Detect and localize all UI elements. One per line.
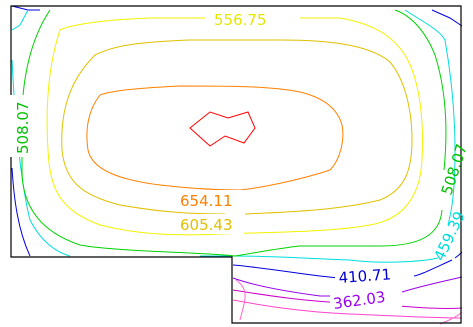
contour-label-410: 410.71 bbox=[338, 265, 392, 287]
contour-label-605: 605.43 bbox=[180, 216, 233, 234]
contour-line-362 bbox=[232, 276, 463, 297]
label-backdrops bbox=[10, 9, 405, 310]
plot-border bbox=[10, 5, 462, 324]
contour-line-459 bbox=[11, 9, 456, 263]
contour-line-654 bbox=[86, 85, 344, 191]
contour-label-654: 654.11 bbox=[180, 192, 233, 210]
contour-line-410-topright bbox=[431, 9, 463, 27]
contour-line-410-left bbox=[11, 167, 31, 257]
contour-line-556 bbox=[46, 17, 423, 236]
contour-line-410-b bbox=[413, 259, 453, 277]
contour-line-pink-2 bbox=[235, 279, 246, 321]
contour-label-459: 459.39 bbox=[430, 209, 469, 264]
contour-line-pink bbox=[232, 299, 463, 319]
contour-label-508-left: 508.07 bbox=[14, 102, 32, 155]
contour-line-red bbox=[189, 111, 256, 147]
contour-line-605 bbox=[61, 39, 413, 215]
contour-label-556-top: 556.75 bbox=[214, 11, 267, 29]
contour-label-508-right: 508.07 bbox=[438, 142, 471, 197]
